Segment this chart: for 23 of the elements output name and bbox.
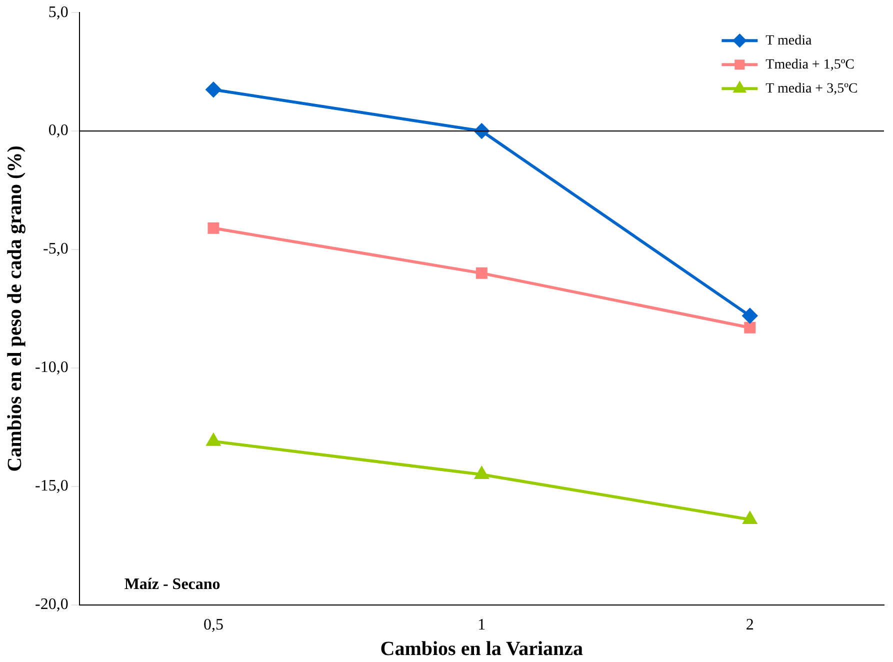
x-tick-label: 1	[478, 616, 486, 634]
y-tick-label: 0,0	[48, 122, 68, 140]
y-axis-title: Cambios en el peso de cada grano (%)	[4, 146, 26, 472]
point	[744, 322, 756, 334]
annotation: Maíz - Secano	[124, 576, 220, 593]
x-tick-label: 2	[746, 616, 754, 634]
point	[476, 267, 488, 279]
x-axis-title: Cambios en la Varianza	[380, 638, 584, 660]
y-tick-label: -5,0	[43, 240, 68, 258]
point	[742, 308, 758, 324]
legend-label: T media	[766, 33, 812, 48]
x-tick-label: 0,5	[203, 616, 224, 634]
legend-label: T media + 3,5ºC	[766, 81, 858, 96]
y-tick-label: -10,0	[35, 359, 68, 376]
y-tick-label: 5,0	[48, 4, 68, 21]
y-tick-label: -15,0	[35, 478, 68, 495]
legend-label: Tmedia + 1,5ºC	[766, 57, 855, 72]
point	[743, 512, 757, 524]
point	[206, 82, 221, 98]
point	[208, 222, 220, 234]
point	[474, 467, 488, 480]
y-tick-label: -20,0	[35, 596, 68, 614]
point	[206, 434, 220, 446]
